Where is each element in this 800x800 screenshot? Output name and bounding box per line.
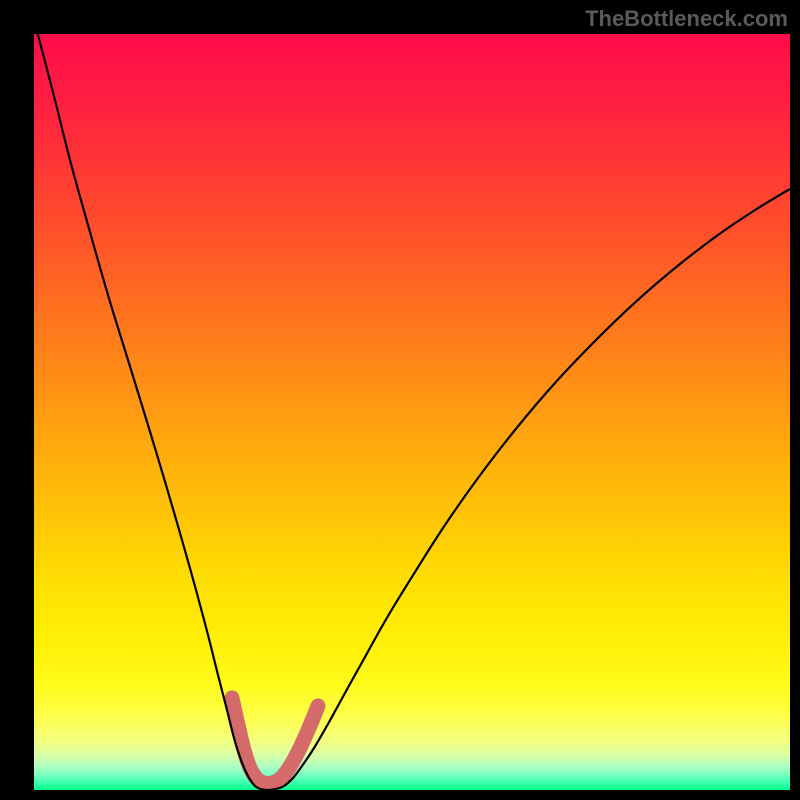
chart-frame: TheBottleneck.com bbox=[0, 0, 800, 800]
watermark-text: TheBottleneck.com bbox=[585, 6, 788, 32]
chart-svg bbox=[34, 34, 790, 790]
plot-area bbox=[34, 34, 790, 790]
gradient-background bbox=[34, 34, 790, 790]
